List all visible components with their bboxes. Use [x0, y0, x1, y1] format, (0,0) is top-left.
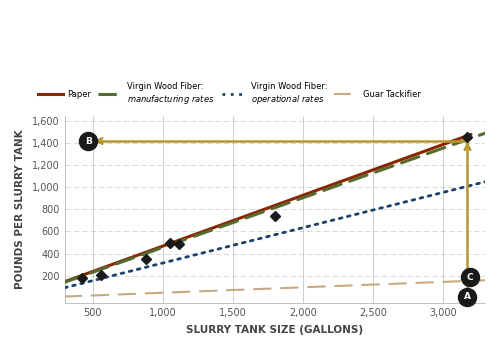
Text: A: A	[464, 292, 471, 301]
Text: B: B	[85, 136, 92, 146]
Legend: Paper, Virgin Wood Fiber:
$\mathit{manufacturing\ rates}$, Virgin Wood Fiber:
$\: Paper, Virgin Wood Fiber: $\mathit{manuf…	[35, 78, 424, 109]
Text: C: C	[467, 273, 473, 282]
Y-axis label: POUNDS PER SLURRY TANK: POUNDS PER SLURRY TANK	[15, 130, 25, 289]
X-axis label: SLURRY TANK SIZE (GALLONS): SLURRY TANK SIZE (GALLONS)	[186, 325, 364, 335]
